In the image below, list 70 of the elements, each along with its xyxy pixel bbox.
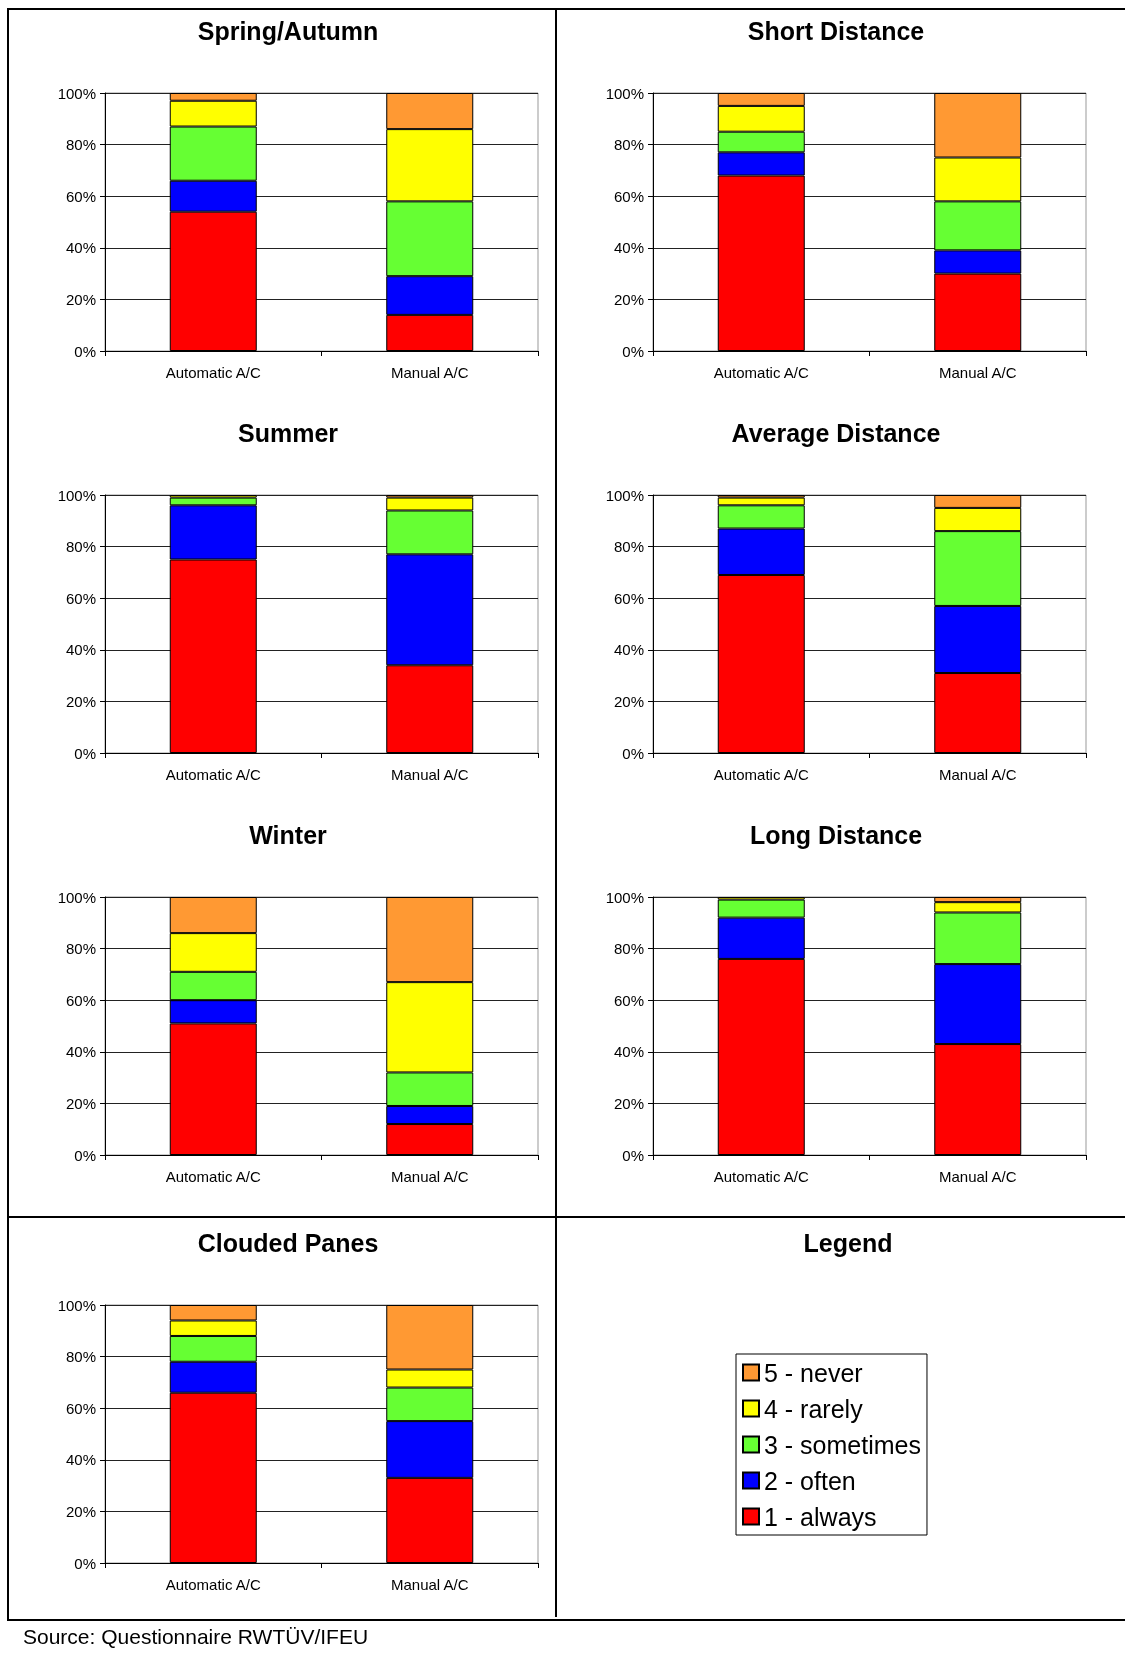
y-tick-label: 100% <box>605 84 644 102</box>
chart-title: Short Distance <box>747 16 925 45</box>
y-tick-label: 40% <box>613 1043 644 1061</box>
y-tick-label: 60% <box>65 991 96 1009</box>
y-tick-label: 0% <box>622 342 644 360</box>
y-tick-label: 80% <box>65 1348 96 1366</box>
x-tick-label: Manual A/C <box>938 766 1017 783</box>
y-tick-label: 60% <box>65 1399 96 1417</box>
y-tick-label: 20% <box>65 692 96 710</box>
chart-title: Spring/Autumn <box>197 16 379 45</box>
y-tick-label: 20% <box>613 692 644 710</box>
x-tick-label: Manual A/C <box>390 1168 469 1185</box>
y-tick-label: 40% <box>613 239 644 257</box>
x-tick-label: Manual A/C <box>390 364 469 381</box>
chart-title: Clouded Panes <box>197 1228 379 1257</box>
y-tick-label: 20% <box>613 1094 644 1112</box>
legend-title: Legend <box>803 1228 893 1257</box>
x-tick-label: Automatic A/C <box>713 766 809 783</box>
chart-title: Long Distance <box>749 820 923 849</box>
y-tick-label: 100% <box>57 84 96 102</box>
y-tick-label: 60% <box>613 187 644 205</box>
x-tick-label: Manual A/C <box>938 364 1017 381</box>
chart-title: Summer <box>237 418 339 447</box>
x-tick-label: Automatic A/C <box>713 364 809 381</box>
legend-label: 2 - often <box>764 1466 856 1495</box>
y-tick-label: 100% <box>57 486 96 504</box>
y-tick-label: 60% <box>65 187 96 205</box>
x-tick-label: Automatic A/C <box>165 1168 261 1185</box>
y-tick-label: 40% <box>65 1043 96 1061</box>
y-tick-label: 80% <box>65 940 96 958</box>
x-tick-label: Manual A/C <box>938 1168 1017 1185</box>
y-tick-label: 0% <box>622 1146 644 1164</box>
y-tick-label: 40% <box>613 641 644 659</box>
y-tick-label: 80% <box>613 136 644 154</box>
source-note: Source: Questionnaire RWTÜV/IFEU <box>23 1625 369 1648</box>
x-tick-label: Manual A/C <box>390 766 469 783</box>
chart-title: Average Distance <box>731 418 941 447</box>
y-tick-label: 40% <box>65 641 96 659</box>
y-tick-label: 80% <box>613 940 644 958</box>
y-tick-label: 80% <box>65 136 96 154</box>
legend-label: 1 - always <box>764 1502 877 1531</box>
y-tick-label: 80% <box>613 538 644 556</box>
y-tick-label: 80% <box>65 538 96 556</box>
y-tick-label: 20% <box>65 1502 96 1520</box>
y-tick-label: 20% <box>65 1094 96 1112</box>
legend-label: 3 - sometimes <box>764 1430 921 1459</box>
chart-title: Winter <box>249 820 328 849</box>
y-tick-label: 60% <box>65 589 96 607</box>
legend-label: 5 - never <box>764 1358 863 1387</box>
x-tick-label: Automatic A/C <box>713 1168 809 1185</box>
y-tick-label: 20% <box>613 290 644 308</box>
x-tick-label: Automatic A/C <box>165 1576 261 1593</box>
y-tick-label: 0% <box>74 1554 96 1572</box>
y-tick-label: 100% <box>605 486 644 504</box>
y-tick-label: 40% <box>65 239 96 257</box>
x-tick-label: Manual A/C <box>390 1576 469 1593</box>
y-tick-label: 0% <box>74 342 96 360</box>
y-tick-label: 20% <box>65 290 96 308</box>
legend-label: 4 - rarely <box>764 1394 864 1423</box>
y-tick-label: 100% <box>57 888 96 906</box>
y-tick-label: 40% <box>65 1451 96 1469</box>
y-tick-label: 0% <box>74 744 96 762</box>
x-tick-label: Automatic A/C <box>165 766 261 783</box>
y-tick-label: 60% <box>613 991 644 1009</box>
y-tick-label: 0% <box>74 1146 96 1164</box>
y-tick-label: 60% <box>613 589 644 607</box>
x-tick-label: Automatic A/C <box>165 364 261 381</box>
y-tick-label: 100% <box>605 888 644 906</box>
y-tick-label: 100% <box>57 1296 96 1314</box>
y-tick-label: 0% <box>622 744 644 762</box>
